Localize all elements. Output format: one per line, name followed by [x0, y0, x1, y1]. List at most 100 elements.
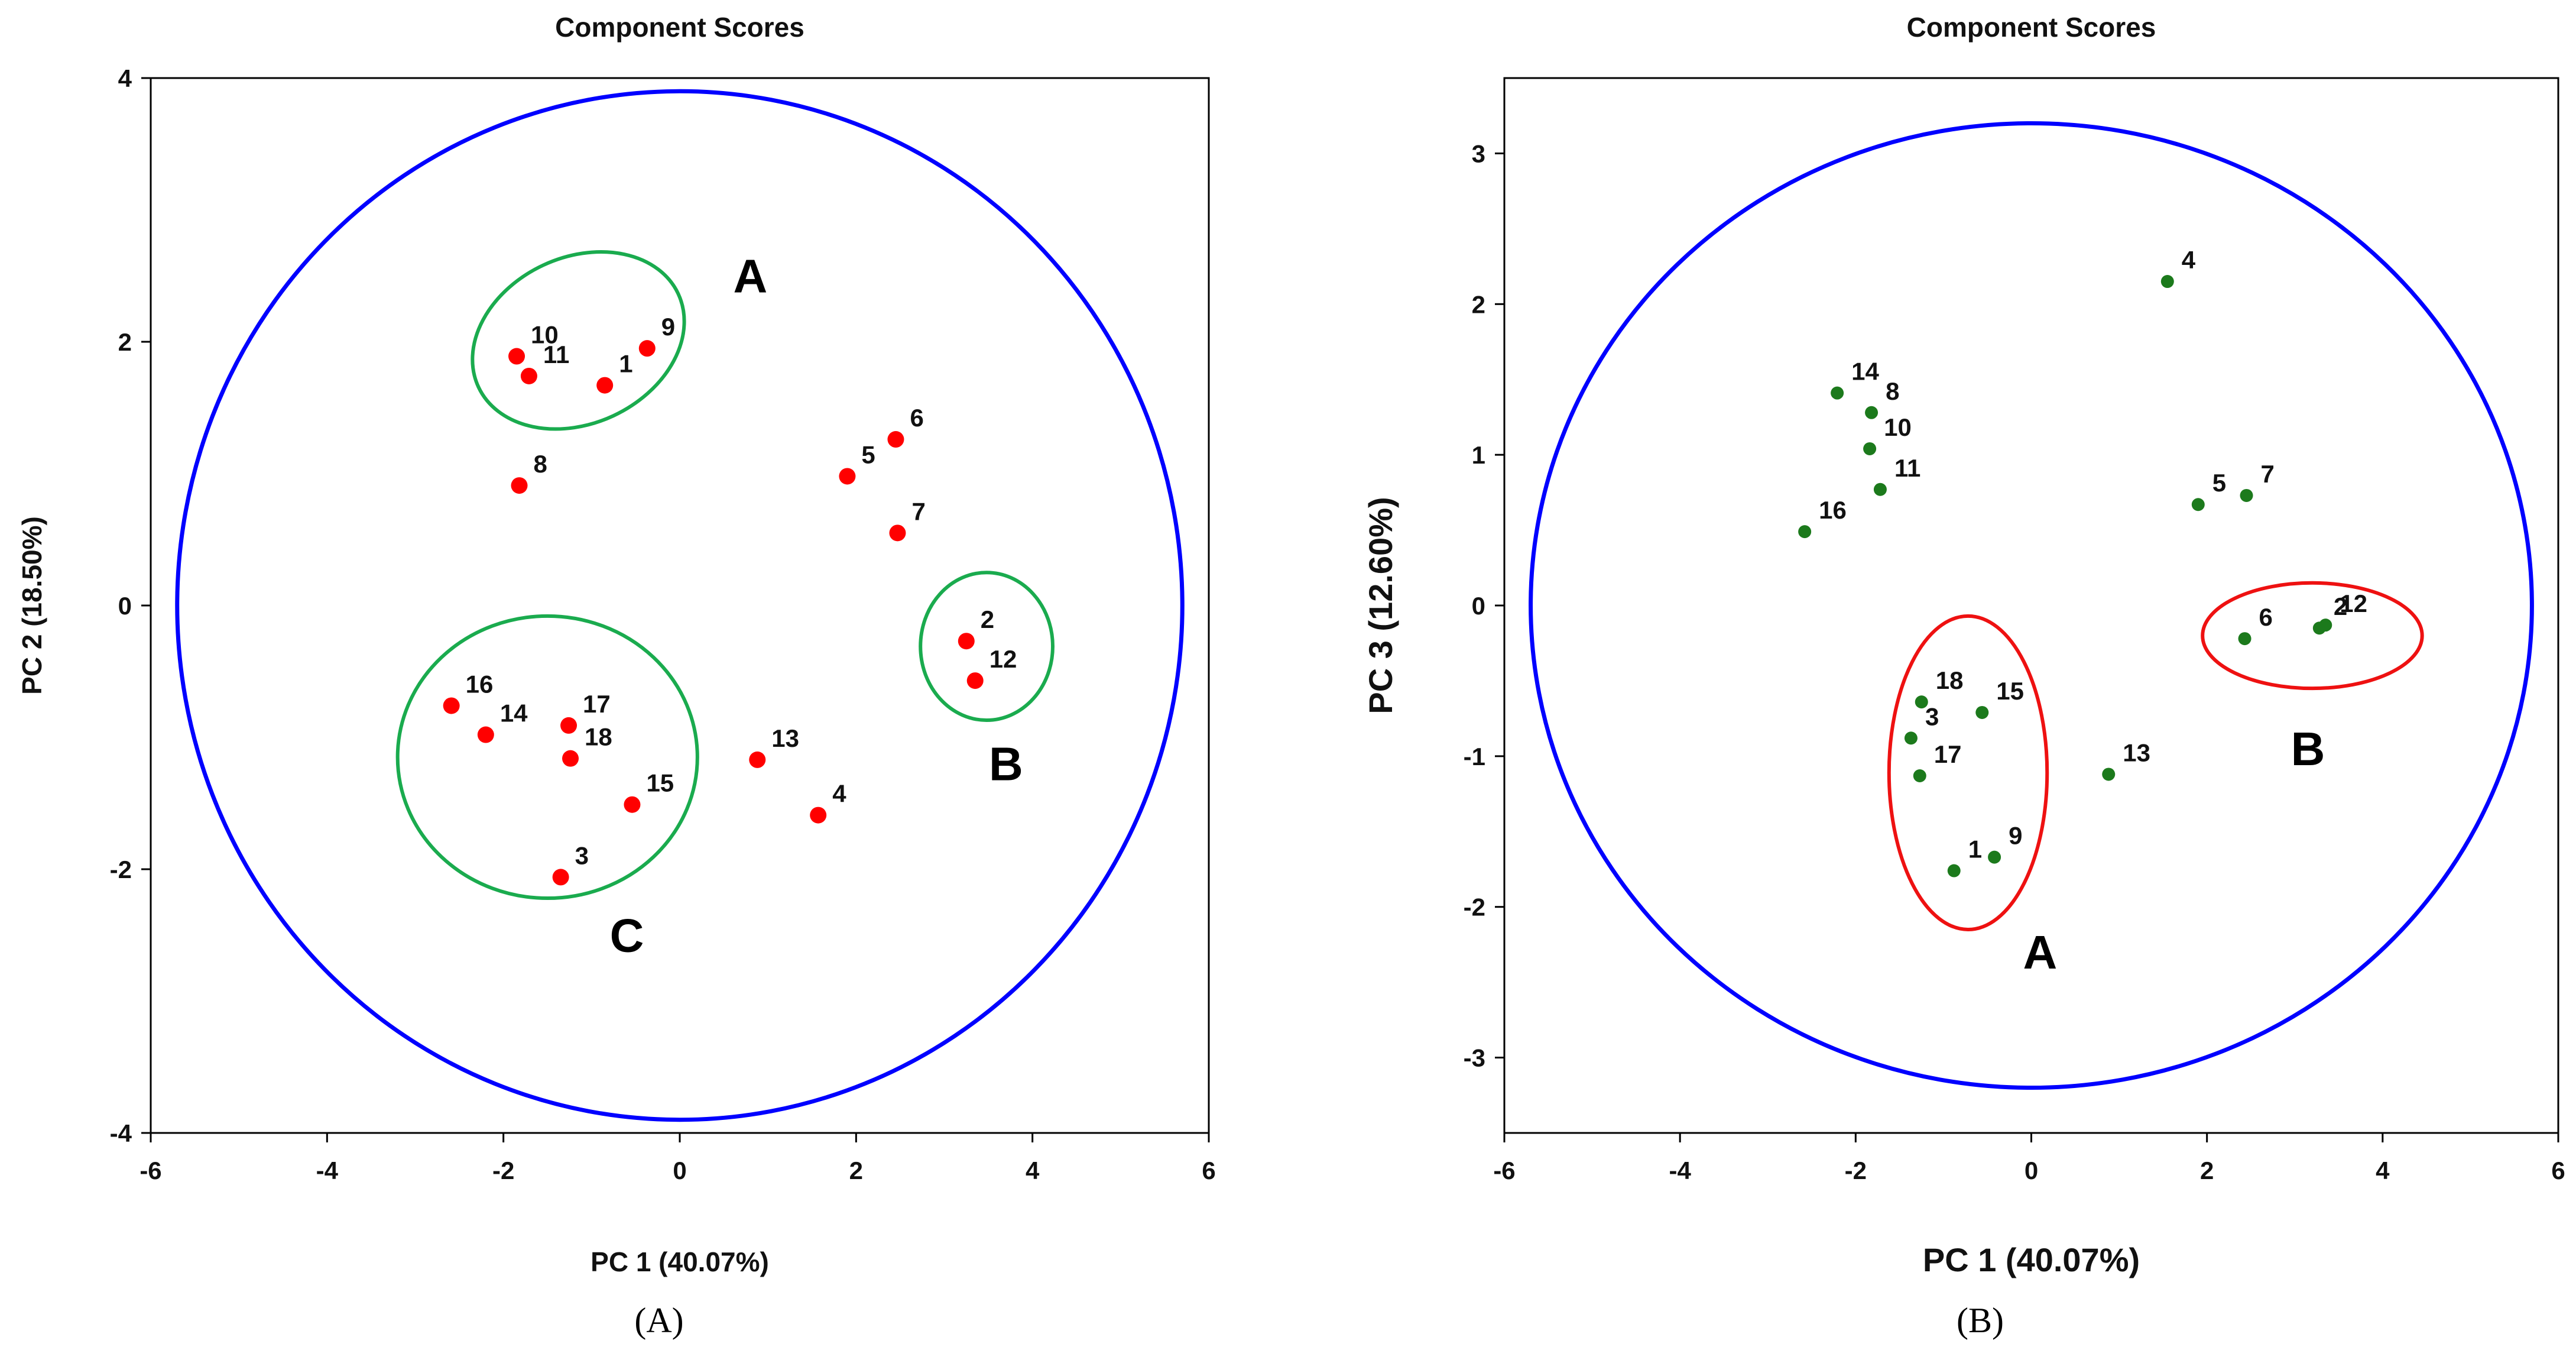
- x-tick-label: 4: [1026, 1157, 1040, 1184]
- y-axis-label: PC 2 (18.50%): [17, 516, 47, 695]
- data-point-4: [810, 807, 827, 824]
- data-point-18: [562, 750, 579, 767]
- data-point-2: [958, 633, 975, 650]
- y-axis-label: PC 3 (12.60%): [1362, 497, 1399, 714]
- point-label-11: 11: [543, 341, 569, 368]
- point-label-10: 10: [531, 321, 559, 349]
- point-label-11: 11: [1894, 454, 1920, 482]
- panel-a-chart: Component Scores -6 -4 -2 0 2 4 6 -4 -2 0 2 4 PC 1 (4…: [17, 12, 1216, 1277]
- point-label-5: 5: [861, 441, 875, 468]
- reference-circle: [1529, 121, 2534, 1090]
- point-label-10: 10: [1884, 413, 1912, 441]
- group-label-b: B: [2291, 723, 2325, 775]
- point-label-13: 13: [771, 724, 799, 752]
- point-label-12: 12: [2340, 590, 2367, 617]
- panel-b-caption: (B): [1957, 1301, 2004, 1340]
- point-label-13: 13: [2123, 739, 2150, 766]
- x-axis-label: PC 1 (40.07%): [591, 1246, 769, 1277]
- data-point-9: [1988, 850, 2001, 864]
- y-tick-label: 0: [1472, 592, 1485, 620]
- reference-circle: [175, 89, 1185, 1122]
- data-point-1: [1947, 864, 1961, 877]
- x-tick-label: -2: [492, 1157, 514, 1184]
- point-label-1: 1: [619, 350, 632, 378]
- data-point-8: [511, 477, 528, 494]
- data-point-17: [1913, 769, 1926, 782]
- data-point-10: [508, 348, 525, 365]
- point-label-12: 12: [989, 645, 1017, 673]
- point-label-14: 14: [500, 700, 528, 727]
- data-point-3: [552, 869, 569, 886]
- data-point-16: [1798, 525, 1812, 539]
- point-label-6: 6: [2259, 603, 2273, 631]
- data-point-4: [2160, 275, 2174, 289]
- point-label-15: 15: [646, 769, 674, 797]
- point-label-7: 7: [2261, 460, 2275, 488]
- point-label-3: 3: [575, 841, 589, 869]
- x-tick-label: -6: [139, 1157, 161, 1184]
- data-point-7: [889, 524, 906, 542]
- y-tick-label: -2: [110, 856, 132, 883]
- data-point-11: [520, 367, 537, 384]
- point-label-9: 9: [661, 313, 675, 341]
- data-point-5: [2191, 498, 2205, 511]
- x-tick-label: 6: [1202, 1157, 1215, 1184]
- x-tick-label: 2: [849, 1157, 863, 1184]
- point-label-8: 8: [534, 450, 547, 478]
- x-tick-label: -4: [316, 1157, 339, 1184]
- group-ellipse-b: [2201, 581, 2424, 691]
- data-point-3: [1904, 731, 1918, 745]
- data-point-13: [2102, 768, 2116, 781]
- data-point-7: [2240, 488, 2253, 502]
- data-point-14: [1831, 386, 1844, 400]
- group-ellipse-a: [1887, 614, 2049, 931]
- y-tick-label: 4: [118, 64, 132, 92]
- y-tick-label: 0: [118, 592, 132, 620]
- data-point-12: [2319, 619, 2332, 632]
- point-label-18: 18: [585, 723, 612, 751]
- group-ellipse-b: [919, 571, 1055, 723]
- data-point-12: [966, 672, 984, 689]
- y-tick-label: 2: [118, 328, 132, 356]
- point-label-15: 15: [1996, 677, 2024, 705]
- point-label-1: 1: [1968, 836, 1982, 863]
- panel-a-caption: (A): [634, 1301, 683, 1340]
- data-point-1: [596, 377, 614, 394]
- x-tick-label: 0: [2025, 1157, 2038, 1184]
- group-ellipse-c: [395, 614, 699, 901]
- y-tick-label: 2: [1472, 290, 1485, 318]
- data-point-11: [1873, 483, 1887, 496]
- data-point-13: [749, 751, 766, 768]
- point-label-17: 17: [583, 690, 611, 718]
- x-tick-label: 0: [673, 1157, 686, 1184]
- x-tick-label: 4: [2376, 1157, 2390, 1184]
- point-label-14: 14: [1851, 358, 1879, 386]
- point-label-9: 9: [2009, 822, 2022, 850]
- x-tick-label: -4: [1669, 1157, 1691, 1184]
- point-label-6: 6: [910, 404, 923, 432]
- point-label-7: 7: [911, 497, 925, 525]
- data-point-9: [638, 340, 656, 357]
- group-label-b: B: [989, 738, 1023, 791]
- point-label-8: 8: [1886, 377, 1899, 405]
- group-ellipse-a: [471, 250, 686, 431]
- data-point-17: [560, 717, 578, 734]
- group-label-a: A: [2023, 926, 2057, 979]
- point-label-2: 2: [981, 605, 994, 633]
- x-tick-label: 6: [2551, 1157, 2565, 1184]
- point-label-4: 4: [2182, 246, 2196, 274]
- chart-title: Component Scores: [1907, 12, 2156, 43]
- data-point-15: [1975, 705, 1989, 719]
- point-label-18: 18: [1936, 666, 1964, 694]
- x-tick-label: -6: [1493, 1157, 1515, 1184]
- y-tick-label: 3: [1472, 140, 1485, 167]
- data-point-10: [1863, 442, 1877, 455]
- chart-title: Component Scores: [555, 12, 804, 43]
- data-point-5: [839, 468, 856, 485]
- data-point-6: [887, 431, 904, 448]
- data-point-14: [477, 726, 494, 743]
- x-tick-label: 2: [2200, 1157, 2214, 1184]
- y-tick-label: -4: [110, 1119, 132, 1147]
